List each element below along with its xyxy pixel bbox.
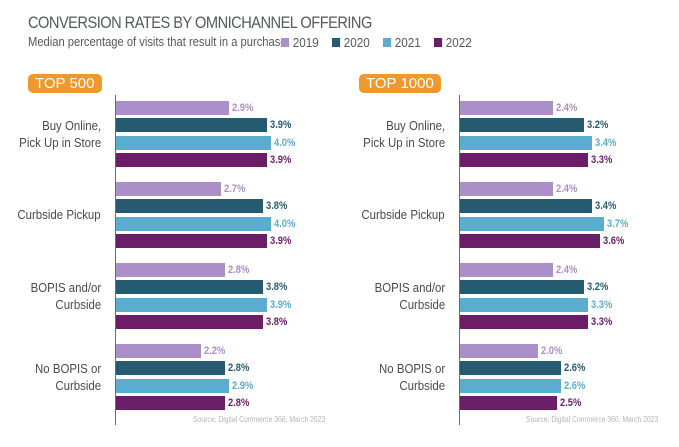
source-note-top-1000: Source: Digital Commerce 360, March 2023 xyxy=(526,415,659,424)
data-label-2021: 4.0% xyxy=(274,217,296,230)
y-axis-line xyxy=(459,95,460,425)
data-label-2021: 4.0% xyxy=(274,136,296,149)
bar-2022 xyxy=(116,233,268,248)
bar-2020 xyxy=(460,280,585,295)
category-label: Buy Online, Pick Up in Store xyxy=(362,117,445,150)
y-axis-line xyxy=(115,95,116,425)
bar-2019 xyxy=(116,344,202,358)
bar-2019 xyxy=(460,344,538,358)
data-label-2021: 3.7% xyxy=(606,217,628,230)
category-label: BOPIS and/or Curbside xyxy=(374,279,445,312)
data-label-2021: 3.3% xyxy=(591,298,613,311)
data-label-2020: 3.4% xyxy=(594,200,617,213)
data-label-2022: 3.8% xyxy=(266,315,288,328)
bar-2021 xyxy=(460,216,604,231)
bar-2019 xyxy=(460,263,554,277)
data-label-2019: 2.9% xyxy=(231,102,253,114)
bar-2022 xyxy=(116,152,268,167)
chart-subtitle: Median percentage of visits that result … xyxy=(28,34,287,49)
bar-2019 xyxy=(460,182,554,196)
data-label-2019: 2.7% xyxy=(223,183,246,195)
data-label-2021: 3.9% xyxy=(270,298,292,311)
data-label-2019: 2.0% xyxy=(540,345,562,357)
legend-item-2020: 2020 xyxy=(331,35,370,50)
data-label-2022: 2.5% xyxy=(560,396,582,409)
bar-2019 xyxy=(460,101,554,115)
chart-panel-top-500: Buy Online, Pick Up in Store 2.9% 3.9% 4.0% 3… xyxy=(0,95,330,425)
bar-2021 xyxy=(460,135,592,150)
data-label-2022: 3.3% xyxy=(591,153,613,166)
bar-2020 xyxy=(460,199,592,214)
legend-label: 2020 xyxy=(343,35,370,50)
bar-2019 xyxy=(116,182,221,196)
data-label-2020: 2.8% xyxy=(227,362,249,375)
data-label-2022: 3.6% xyxy=(602,234,624,247)
legend: 2019 2020 2021 2022 xyxy=(281,35,485,50)
data-label-2020: 3.2% xyxy=(587,281,609,294)
panel-badge-top-1000: TOP 1000 xyxy=(359,74,441,93)
data-label-2020: 3.8% xyxy=(266,200,288,213)
data-label-2022: 2.8% xyxy=(227,396,249,409)
bar-2022 xyxy=(460,152,589,167)
bar-2021 xyxy=(116,216,272,231)
data-label-2019: 2.4% xyxy=(556,183,578,195)
legend-swatch-2022 xyxy=(433,38,442,47)
bar-2020 xyxy=(116,361,225,376)
category-label: No BOPIS or Curbside xyxy=(34,360,101,393)
bar-2021 xyxy=(460,297,589,312)
data-label-2022: 3.3% xyxy=(591,315,613,328)
source-note-top-500: Source: Digital Commerce 360, March 2023 xyxy=(193,415,326,424)
chart-panel-top-1000: Buy Online, Pick Up in Store 2.4% 3.2% 3.4% 3… xyxy=(344,95,674,425)
category-label: BOPIS and/or Curbside xyxy=(30,279,101,312)
category-label: Curbside Pickup xyxy=(17,207,101,223)
bar-2019 xyxy=(116,263,225,277)
legend-swatch-2019 xyxy=(281,38,290,47)
bar-2022 xyxy=(460,314,589,329)
data-label-2019: 2.4% xyxy=(556,264,578,276)
data-label-2020: 3.2% xyxy=(587,119,609,132)
data-label-2020: 2.6% xyxy=(563,362,586,375)
data-label-2019: 2.4% xyxy=(556,102,578,114)
legend-swatch-2020 xyxy=(331,38,341,47)
bar-2020 xyxy=(460,361,561,376)
bar-2020 xyxy=(460,118,585,133)
data-label-2021: 2.6% xyxy=(563,379,586,392)
bar-2021 xyxy=(116,378,229,393)
category-label: Curbside Pickup xyxy=(361,207,445,223)
bar-2022 xyxy=(116,314,264,329)
data-label-2021: 3.4% xyxy=(594,136,617,149)
bar-2022 xyxy=(460,233,600,248)
legend-label: 2021 xyxy=(394,35,421,50)
bar-2020 xyxy=(116,280,264,295)
bar-2021 xyxy=(460,378,561,393)
bar-2021 xyxy=(116,135,272,150)
data-label-2020: 3.8% xyxy=(266,281,288,294)
legend-item-2022: 2022 xyxy=(433,35,472,50)
bar-2020 xyxy=(116,118,268,133)
category-label: No BOPIS or Curbside xyxy=(378,360,445,393)
category-label: Buy Online, Pick Up in Store xyxy=(18,117,101,150)
chart-title: CONVERSION RATES BY OMNICHANNEL OFFERING xyxy=(28,13,372,32)
data-label-2019: 2.8% xyxy=(227,264,249,276)
legend-item-2019: 2019 xyxy=(281,35,319,50)
bar-2021 xyxy=(116,297,268,312)
panel-badge-top-500: TOP 500 xyxy=(28,74,102,93)
data-label-2021: 2.9% xyxy=(231,379,253,392)
legend-label: 2022 xyxy=(445,35,472,50)
data-label-2022: 3.9% xyxy=(270,234,292,247)
legend-item-2021: 2021 xyxy=(382,35,421,50)
bar-2020 xyxy=(116,199,264,214)
data-label-2022: 3.9% xyxy=(270,153,292,166)
data-label-2020: 3.9% xyxy=(270,119,292,132)
bar-2019 xyxy=(116,101,229,115)
data-label-2019: 2.2% xyxy=(204,345,226,357)
legend-swatch-2021 xyxy=(382,38,391,47)
bar-2022 xyxy=(460,395,557,410)
legend-label: 2019 xyxy=(292,35,319,50)
bar-2022 xyxy=(116,395,225,410)
